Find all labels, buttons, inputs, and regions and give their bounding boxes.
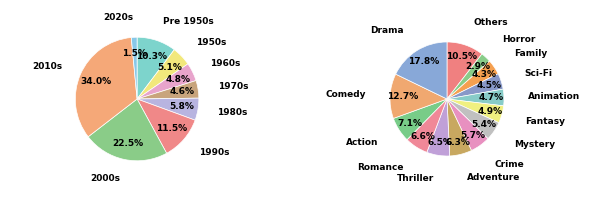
Wedge shape	[447, 99, 488, 150]
Text: 22.5%: 22.5%	[112, 139, 144, 148]
Text: Thriller: Thriller	[397, 174, 434, 184]
Text: 1960s: 1960s	[210, 59, 241, 68]
Wedge shape	[447, 42, 482, 99]
Text: 4.7%: 4.7%	[479, 93, 504, 102]
Text: Comedy: Comedy	[325, 90, 366, 99]
Text: 6.6%: 6.6%	[411, 132, 436, 141]
Text: 6.5%: 6.5%	[427, 138, 452, 148]
Text: 7.1%: 7.1%	[397, 119, 422, 128]
Wedge shape	[88, 99, 167, 161]
Text: Fantasy: Fantasy	[525, 116, 565, 126]
Text: 4.6%: 4.6%	[169, 87, 194, 96]
Text: 1.5%: 1.5%	[123, 50, 147, 58]
Wedge shape	[137, 50, 188, 99]
Text: 2020s: 2020s	[103, 13, 134, 22]
Text: Action: Action	[346, 138, 379, 147]
Wedge shape	[447, 74, 503, 99]
Text: 10.5%: 10.5%	[446, 52, 477, 61]
Text: 4.8%: 4.8%	[165, 75, 190, 84]
Wedge shape	[137, 98, 199, 120]
Wedge shape	[137, 81, 199, 99]
Text: 12.7%: 12.7%	[387, 92, 418, 101]
Text: 6.3%: 6.3%	[445, 138, 470, 147]
Text: 2010s: 2010s	[32, 62, 62, 71]
Text: 5.8%: 5.8%	[169, 102, 194, 111]
Wedge shape	[137, 99, 195, 153]
Wedge shape	[396, 42, 447, 99]
Text: 2000s: 2000s	[91, 174, 120, 183]
Text: Pre 1950s: Pre 1950s	[163, 17, 214, 26]
Text: 1970s: 1970s	[218, 82, 248, 91]
Wedge shape	[393, 99, 447, 140]
Text: 5.7%: 5.7%	[461, 131, 485, 140]
Wedge shape	[137, 37, 174, 99]
Text: Animation: Animation	[528, 92, 580, 101]
Text: 5.1%: 5.1%	[157, 63, 182, 72]
Text: 2.9%: 2.9%	[465, 62, 490, 71]
Wedge shape	[447, 61, 498, 99]
Text: 17.8%: 17.8%	[408, 57, 439, 66]
Text: 1990s: 1990s	[199, 148, 229, 157]
Wedge shape	[447, 99, 499, 139]
Wedge shape	[137, 64, 196, 99]
Wedge shape	[447, 54, 489, 99]
Text: 5.4%: 5.4%	[471, 120, 496, 129]
Text: Crime: Crime	[494, 160, 524, 169]
Wedge shape	[131, 37, 137, 99]
Text: 4.9%: 4.9%	[477, 107, 502, 116]
Wedge shape	[447, 99, 471, 156]
Wedge shape	[75, 37, 137, 137]
Wedge shape	[390, 74, 447, 118]
Text: Horror: Horror	[502, 35, 536, 44]
Text: Romance: Romance	[357, 163, 403, 172]
Text: Adventure: Adventure	[467, 173, 520, 182]
Text: 34.0%: 34.0%	[80, 77, 111, 86]
Text: Mystery: Mystery	[514, 140, 555, 149]
Text: Others: Others	[473, 18, 508, 27]
Text: 1950s: 1950s	[196, 38, 226, 47]
Wedge shape	[427, 99, 450, 156]
Text: 4.3%: 4.3%	[471, 70, 496, 79]
Text: 1980s: 1980s	[218, 108, 248, 117]
Text: Sci-Fi: Sci-Fi	[524, 69, 552, 78]
Wedge shape	[447, 89, 504, 106]
Text: 4.5%: 4.5%	[477, 81, 502, 90]
Text: Drama: Drama	[370, 26, 404, 35]
Wedge shape	[447, 99, 504, 123]
Wedge shape	[407, 99, 447, 152]
Text: 11.5%: 11.5%	[156, 124, 187, 133]
Text: 10.3%: 10.3%	[136, 52, 167, 61]
Text: Family: Family	[514, 49, 547, 58]
